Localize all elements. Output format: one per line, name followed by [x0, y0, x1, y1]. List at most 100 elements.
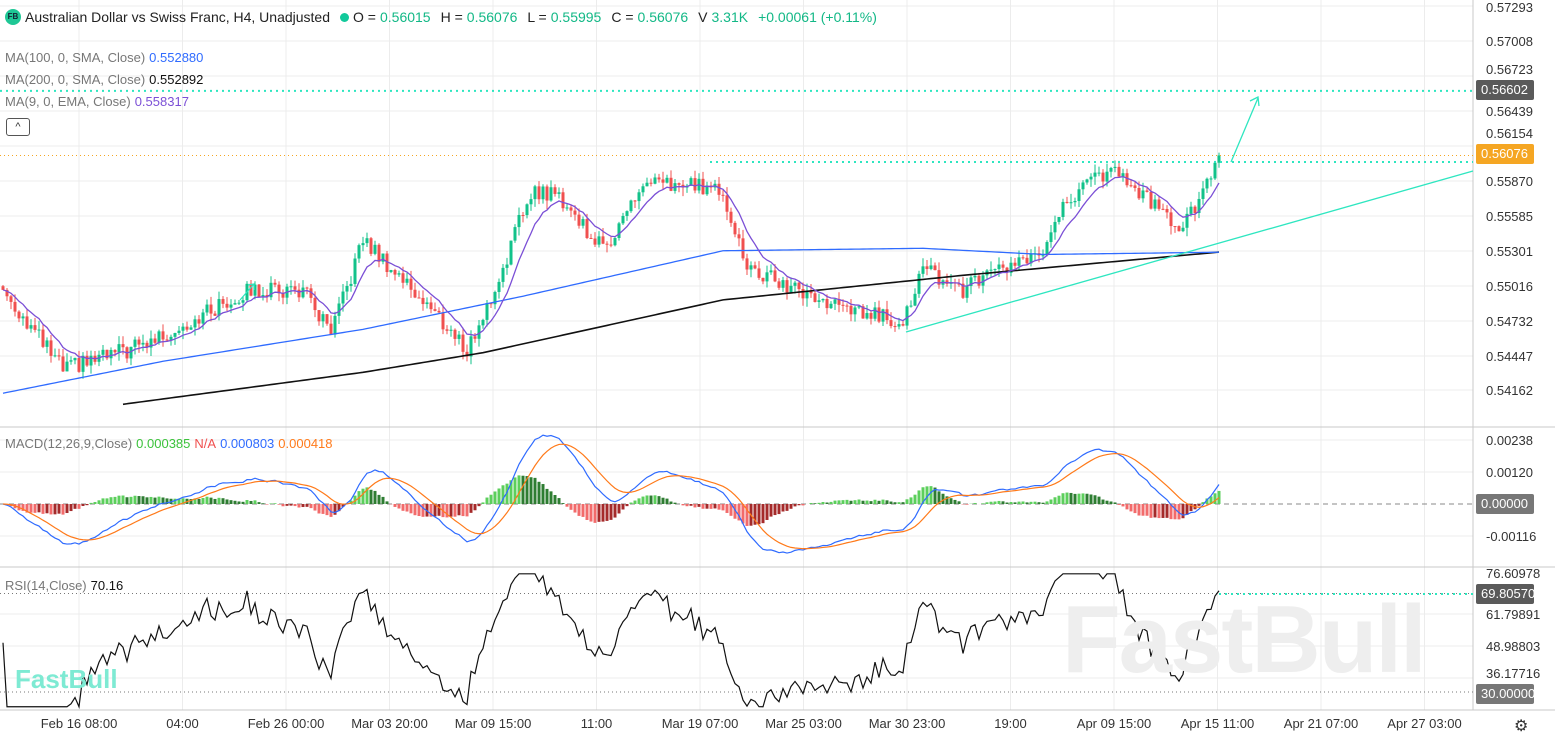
macd-histogram-bar — [841, 500, 845, 504]
macd-histogram-bar — [633, 500, 637, 504]
macd-histogram-bar — [1153, 504, 1157, 518]
rsi-axis-label: 61.79891 — [1486, 607, 1541, 622]
macd-histogram-bar — [257, 502, 261, 504]
macd-histogram-bar — [765, 504, 769, 520]
macd-histogram-bar — [761, 504, 765, 524]
macd-histogram-bar — [1185, 504, 1189, 515]
macd-histogram-bar — [617, 504, 621, 514]
macd-histogram-bar — [201, 498, 205, 504]
candle-up — [373, 244, 377, 254]
macd-histogram-bar — [237, 501, 241, 504]
price-axis-label: 0.57008 — [1486, 34, 1533, 49]
candle-up — [269, 282, 273, 298]
candle-down — [77, 357, 81, 372]
candle-up — [1017, 257, 1021, 266]
collapse-legend-button[interactable]: ^ — [6, 118, 30, 136]
candle-down — [1005, 267, 1009, 273]
candle-up — [1089, 176, 1093, 180]
settings-gear-icon[interactable]: ⚙ — [1514, 718, 1529, 735]
macd-histogram-bar — [997, 500, 1001, 504]
macd-histogram-bar — [1129, 504, 1133, 512]
macd-histogram-bar — [129, 496, 133, 504]
candle-up — [873, 307, 877, 319]
macd-histogram-bar — [413, 504, 417, 516]
ma100-legend[interactable]: MA(100, 0, SMA, Close) 0.552880 — [5, 50, 207, 65]
candle-down — [445, 329, 449, 331]
candle-up — [921, 266, 925, 274]
close-label: C = — [611, 9, 634, 25]
candle-up — [689, 178, 693, 186]
candle-up — [765, 272, 769, 282]
candle-up — [997, 264, 1001, 270]
candle-down — [273, 282, 277, 285]
macd-histogram-bar — [1025, 502, 1029, 504]
candle-down — [209, 304, 213, 314]
candle-down — [465, 351, 469, 357]
candle-up — [481, 319, 485, 326]
macd-histogram-bar — [233, 500, 237, 504]
candle-up — [645, 182, 649, 187]
macd-histogram-bar — [937, 491, 941, 504]
candle-down — [753, 265, 757, 269]
last-price-tag: 0.56076 — [1476, 144, 1534, 164]
rsi-legend[interactable]: RSI(14,Close) 70.16 — [5, 578, 127, 593]
macd-histogram-bar — [933, 487, 937, 504]
candle-up — [853, 307, 857, 315]
ma100-label: MA(100, 0, SMA, Close) — [5, 50, 146, 65]
macd-histogram-bar — [297, 504, 301, 508]
price-axis-label: 0.57293 — [1486, 0, 1533, 15]
macd-histogram-bar — [585, 504, 589, 520]
macd-histogram-bar — [945, 496, 949, 504]
macd-histogram-bar — [533, 477, 537, 504]
candle-up — [505, 264, 509, 268]
macd-histogram-bar — [1033, 501, 1037, 504]
candle-down — [49, 340, 53, 356]
candle-down — [297, 289, 301, 298]
price-axis-label: 0.56154 — [1486, 126, 1533, 141]
candle-down — [573, 210, 577, 215]
macd-histogram-bar — [849, 500, 853, 504]
candle-up — [485, 303, 489, 320]
candle-up — [341, 291, 345, 304]
macd-na-value: N/A — [194, 436, 217, 451]
macd-histogram-bar — [161, 497, 165, 504]
candle-down — [725, 195, 729, 212]
macd-histogram-bar — [773, 504, 777, 516]
macd-histogram-bar — [565, 504, 569, 507]
candle-down — [1157, 199, 1161, 209]
macd-zero-tag: 0.00000 — [1476, 494, 1534, 514]
ma200-legend[interactable]: MA(200, 0, SMA, Close) 0.552892 — [5, 72, 207, 87]
candle-down — [225, 303, 229, 308]
ema9-legend[interactable]: MA(9, 0, EMA, Close) 0.558317 — [5, 94, 193, 109]
candle-down — [537, 186, 541, 200]
candle-up — [29, 325, 33, 329]
macd-histogram-bar — [281, 504, 285, 507]
macd-histogram-bar — [1181, 504, 1185, 519]
candle-up — [1153, 199, 1157, 209]
macd-histogram-bar — [529, 477, 533, 504]
candle-up — [365, 238, 369, 244]
candle-up — [425, 302, 429, 305]
candle-up — [1073, 201, 1077, 203]
macd-histogram-bar — [925, 486, 929, 504]
macd-histogram-bar — [1149, 504, 1153, 518]
macd-histogram-bar — [621, 504, 625, 510]
time-axis-label: Mar 30 23:00 — [868, 716, 946, 731]
candle-down — [377, 244, 381, 262]
macd-legend[interactable]: MACD(12,26,9,Close) 0.000385 N/A 0.000803 0.… — [5, 436, 337, 451]
candle-up — [1197, 198, 1201, 214]
candle-up — [169, 336, 173, 340]
candle-down — [1129, 185, 1133, 187]
candle-down — [417, 297, 421, 299]
candle-up — [1213, 162, 1217, 179]
candle-down — [249, 283, 253, 296]
macd-histogram-bar — [865, 500, 869, 504]
candle-up — [1141, 190, 1145, 199]
candle-up — [969, 277, 973, 287]
candle-up — [1029, 253, 1033, 264]
macd-histogram-bar — [189, 499, 193, 504]
volume-value: 3.31K — [711, 9, 749, 25]
macd-histogram-bar — [877, 500, 881, 504]
rsi-current-tag: 69.80570 — [1476, 584, 1535, 604]
